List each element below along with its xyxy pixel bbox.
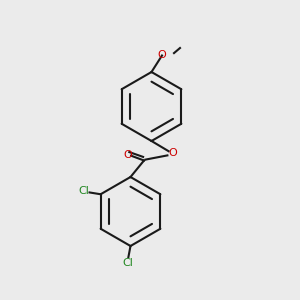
Text: O: O bbox=[168, 148, 177, 158]
Text: Cl: Cl bbox=[122, 257, 133, 268]
Text: Cl: Cl bbox=[79, 186, 90, 196]
Text: O: O bbox=[123, 149, 132, 160]
Text: O: O bbox=[158, 50, 166, 61]
